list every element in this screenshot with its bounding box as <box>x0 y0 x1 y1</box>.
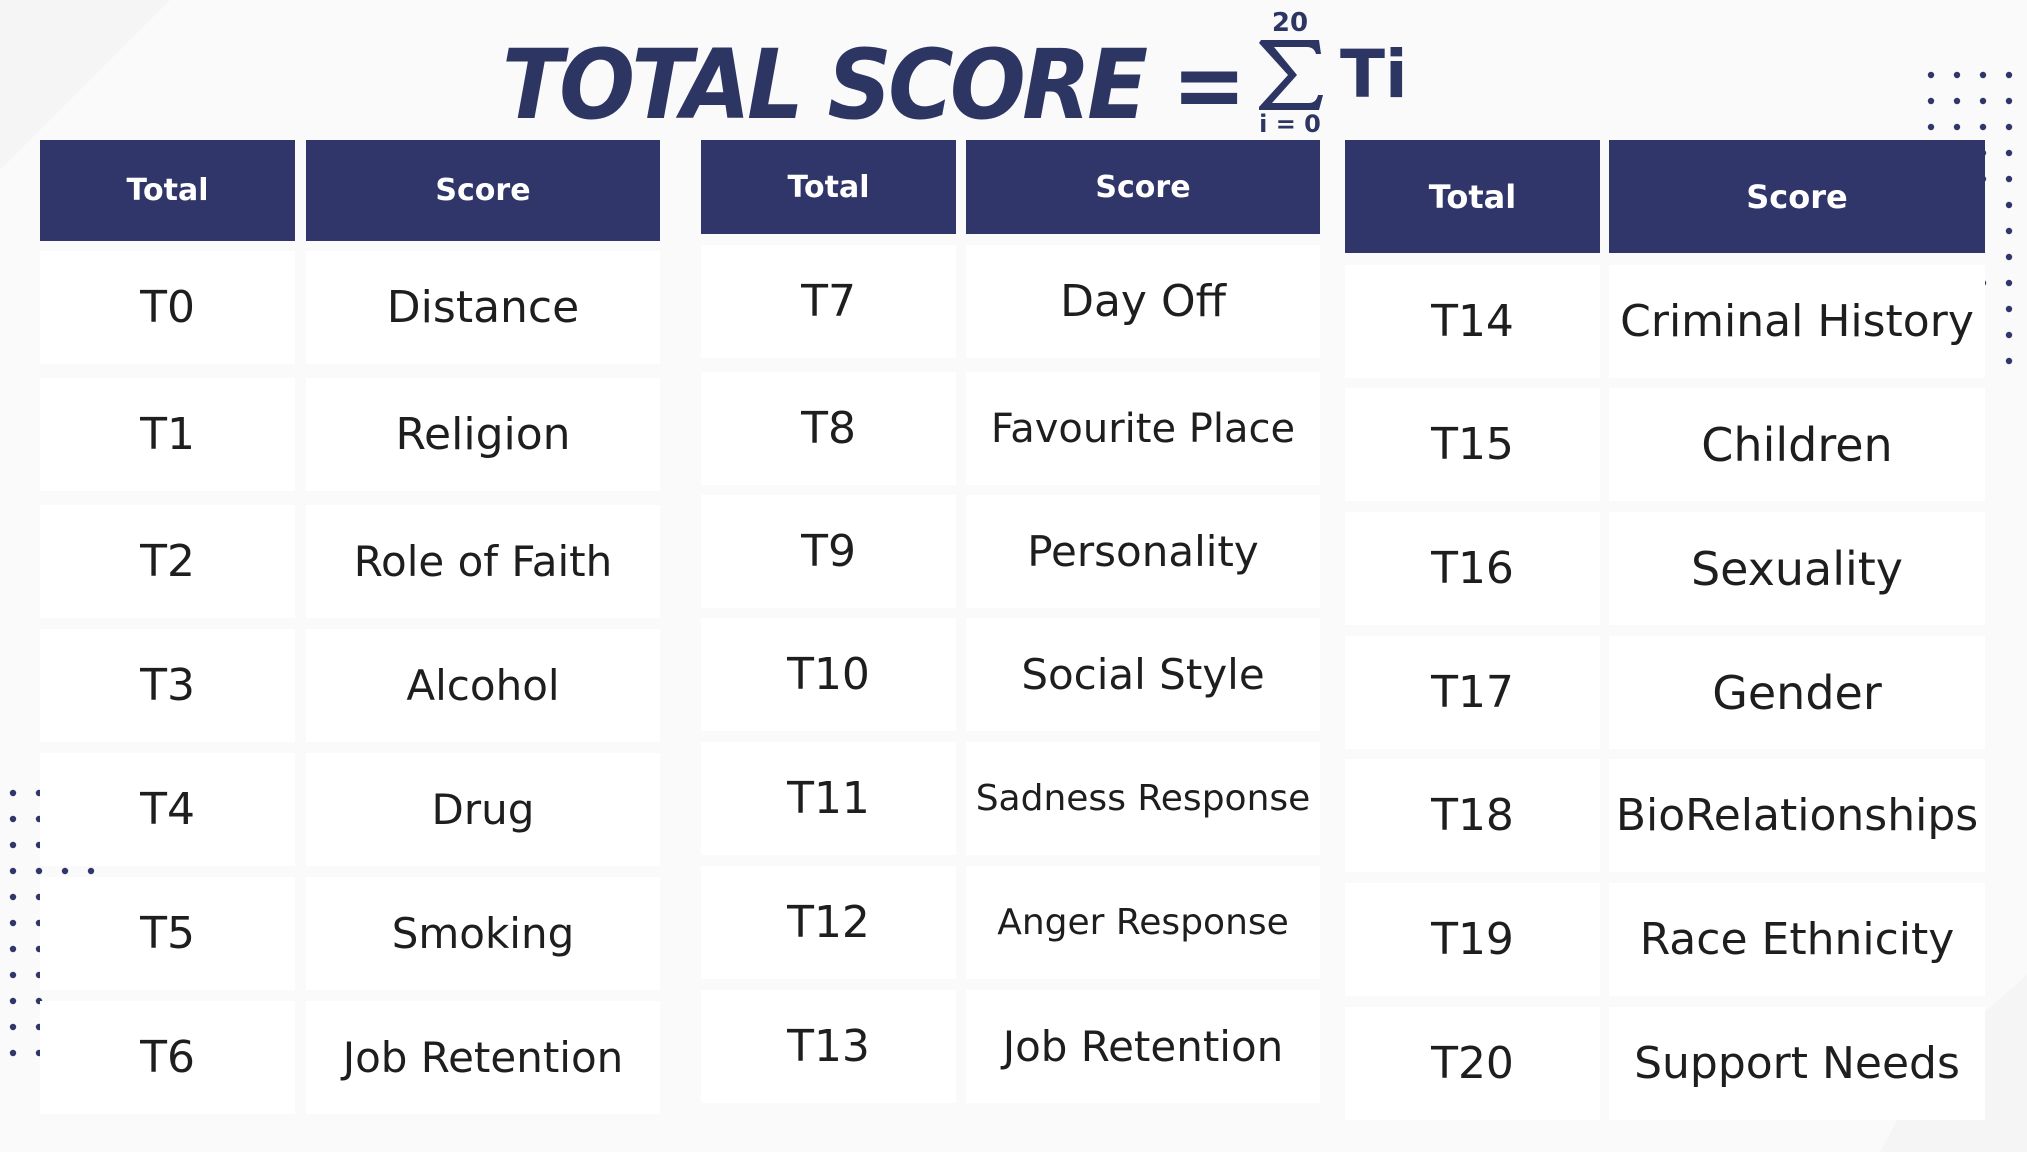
cell-term-id: T0 <box>40 251 295 364</box>
cell-term-id: T13 <box>701 990 956 1103</box>
cell-score-name: Job Retention <box>966 990 1320 1103</box>
cell-term-id: T4 <box>40 753 295 866</box>
header-score: Score <box>1609 140 1985 253</box>
cell-term-id: T2 <box>40 505 295 618</box>
cell-score-name: Sadness Response <box>966 742 1320 855</box>
cell-term-id: T5 <box>40 877 295 990</box>
cell-score-name: Religion <box>306 378 660 491</box>
cell-score-name: Job Retention <box>306 1001 660 1114</box>
cell-score-name: Anger Response <box>966 866 1320 979</box>
cell-score-name: Criminal History <box>1609 265 1985 378</box>
summation: 20 i = 0 <box>1255 4 1325 139</box>
sum-term: Ti <box>1340 36 1408 113</box>
cell-score-name: Day Off <box>966 245 1320 358</box>
cell-score-name: BioRelationships <box>1609 759 1985 872</box>
header-total: Total <box>701 140 956 234</box>
formula-title: TOTAL SCORE = <box>502 30 1299 140</box>
cell-term-id: T12 <box>701 866 956 979</box>
cell-score-name: Gender <box>1609 636 1985 749</box>
cell-term-id: T7 <box>701 245 956 358</box>
cell-score-name: Favourite Place <box>966 372 1320 485</box>
cell-score-name: Alcohol <box>306 629 660 742</box>
cell-term-id: T6 <box>40 1001 295 1114</box>
cell-score-name: Sexuality <box>1609 512 1985 625</box>
header-total: Total <box>1345 140 1600 253</box>
cell-score-name: Support Needs <box>1609 1007 1985 1120</box>
sum-upper-limit: 20 <box>1271 8 1309 38</box>
cell-score-name: Personality <box>966 495 1320 608</box>
cell-term-id: T20 <box>1345 1007 1600 1120</box>
cell-term-id: T1 <box>40 378 295 491</box>
cell-score-name: Social Style <box>966 618 1320 731</box>
cell-term-id: T18 <box>1345 759 1600 872</box>
cell-score-name: Children <box>1609 388 1985 501</box>
cell-score-name: Drug <box>306 753 660 866</box>
title-text: TOTAL SCORE = <box>502 29 1247 141</box>
header-score: Score <box>306 140 660 241</box>
cell-score-name: Distance <box>306 251 660 364</box>
cell-term-id: T3 <box>40 629 295 742</box>
header-score: Score <box>966 140 1320 234</box>
cell-term-id: T19 <box>1345 883 1600 996</box>
cell-score-name: Role of Faith <box>306 505 660 618</box>
cell-term-id: T8 <box>701 372 956 485</box>
cell-term-id: T14 <box>1345 265 1600 378</box>
cell-term-id: T17 <box>1345 636 1600 749</box>
header-total: Total <box>40 140 295 241</box>
sum-lower-limit: i = 0 <box>1259 110 1321 138</box>
cell-term-id: T9 <box>701 495 956 608</box>
cell-term-id: T15 <box>1345 388 1600 501</box>
cell-score-name: Smoking <box>306 877 660 990</box>
cell-score-name: Race Ethnicity <box>1609 883 1985 996</box>
cell-term-id: T10 <box>701 618 956 731</box>
sigma-icon <box>1259 40 1323 110</box>
cell-term-id: T16 <box>1345 512 1600 625</box>
cell-term-id: T11 <box>701 742 956 855</box>
